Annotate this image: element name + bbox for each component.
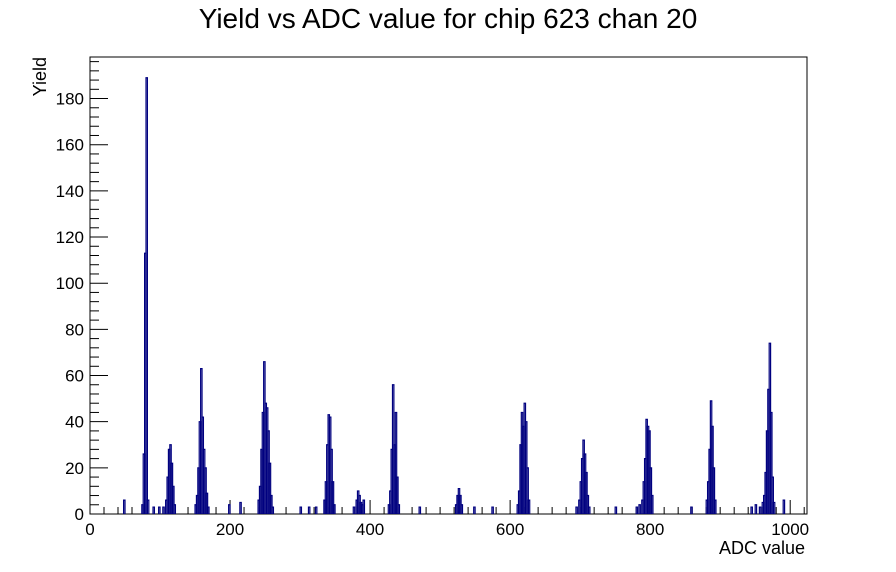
histogram-bin [772,501,776,514]
histogram-bin [173,504,177,514]
histogram-bin [614,506,618,514]
y-tick-label: 40 [65,413,84,432]
y-tick-label: 100 [56,274,84,293]
histogram-bin [268,462,272,514]
histogram-bin [585,471,588,514]
histogram-bin [271,506,275,514]
y-axis: 0 20 40 60 80 100 120 140 160 180 [56,61,108,524]
plot-frame [89,56,808,515]
histogram-bin [396,476,399,514]
y-tick-label: 20 [65,459,84,478]
histogram-bin [650,494,654,514]
chart-title: Yield vs ADC value for chip 623 chan 20 [199,3,698,34]
histogram-bin [362,499,366,514]
x-tick-label: 1000 [771,520,809,539]
histogram-bin [575,506,578,514]
histogram-bin [771,476,774,514]
histogram-bin [690,506,693,514]
y-tick-label: 120 [56,228,84,247]
histogram-bin [473,506,476,514]
histogram-bin [239,501,242,514]
histogram-bin [352,506,356,514]
y-tick-label: 0 [75,505,84,524]
histogram-bin [491,506,494,514]
histogram-bin [123,499,126,514]
histogram-bin [204,467,207,514]
x-axis: 0 200 400 600 800 1000 [85,500,809,539]
y-tick-label: 160 [56,136,84,155]
histogram-bin [527,499,531,514]
x-tick-label: 0 [85,520,94,539]
y-tick-label: 140 [56,182,84,201]
histogram-bin [331,481,335,514]
histogram-bin [146,499,150,514]
histogram-bin [145,77,149,514]
histogram-bin [333,504,336,514]
histogram-bin [635,506,639,514]
histogram-bin [158,506,161,514]
histogram-bin [758,506,762,514]
histogram-bin [587,506,591,514]
histogram-bin [172,485,175,514]
y-tick-label: 80 [65,320,84,339]
histogram-bin [418,506,422,514]
x-tick-label: 200 [216,520,244,539]
histogram-bin [152,506,156,514]
y-axis-label: Yield [30,57,50,96]
y-tick-label: 180 [56,90,84,109]
histogram-bin [397,504,401,514]
histogram-bin [162,506,165,514]
histogram-bin [207,506,210,514]
y-tick-label: 60 [65,367,84,386]
histogram-bin [769,411,773,514]
histogram-bin [460,504,464,514]
histogram-bin [754,504,758,514]
histogram-bin [314,506,318,514]
histogram-bin [299,506,303,514]
histogram-bin [228,504,231,514]
histogram-bin [638,504,641,514]
x-tick-label: 800 [636,520,664,539]
histogram-bin [712,467,716,514]
histogram-bin [270,494,273,514]
x-axis-label: ADC value [719,538,805,558]
histogram-bin [205,492,209,514]
histogram-bin [750,506,753,514]
histogram-bin [713,499,717,514]
histogram-bin [782,499,786,514]
histogram-bin [526,467,529,514]
histogram-bin [649,467,653,514]
x-tick-label: 600 [496,520,524,539]
histogram-bin [586,494,590,514]
x-tick-label: 400 [356,520,384,539]
histogram-bin [307,506,311,514]
histogram-bin [394,411,398,514]
histogram-bins [123,77,786,514]
